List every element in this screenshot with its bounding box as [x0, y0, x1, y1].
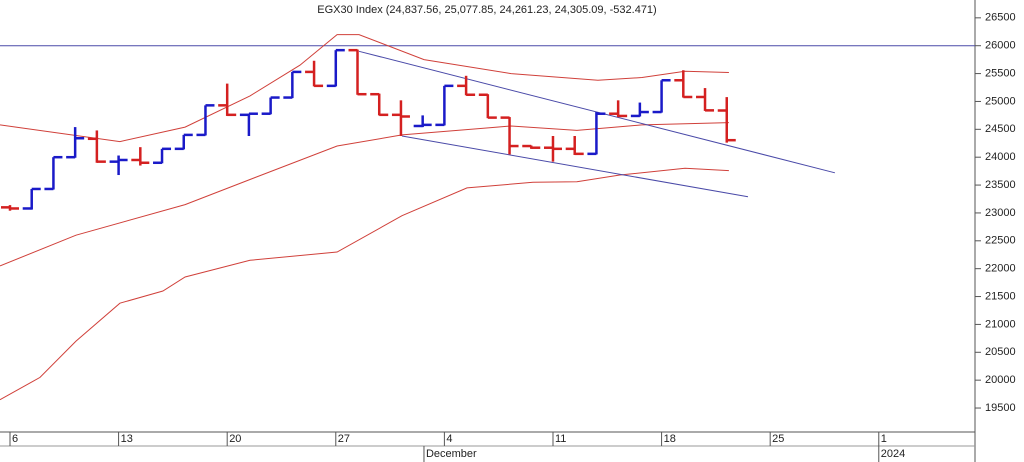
y-tick-label: 19500	[985, 402, 1016, 414]
x-tick-label: 6	[12, 433, 18, 445]
band-line	[0, 167, 729, 401]
y-tick-label: 24000	[985, 151, 1016, 163]
band-line	[0, 122, 729, 267]
y-tick-label: 20500	[985, 346, 1016, 358]
band-line	[0, 34, 729, 143]
x-tick-label: 27	[338, 433, 350, 445]
x-tick-label: 4	[446, 433, 452, 445]
x-tick-label: 1	[881, 433, 887, 445]
month-label: December	[426, 448, 477, 460]
y-tick-label: 23500	[985, 179, 1016, 191]
x-tick-label: 13	[121, 433, 133, 445]
y-tick-label: 25500	[985, 67, 1016, 79]
x-tick-label: 18	[664, 433, 676, 445]
y-tick-label: 20000	[985, 374, 1016, 386]
x-tick-label: 20	[229, 433, 241, 445]
x-tick-label: 25	[772, 433, 784, 445]
y-tick-label: 25000	[985, 95, 1016, 107]
month-label: 2024	[881, 448, 905, 460]
y-tick-label: 22500	[985, 235, 1016, 247]
y-tick-label: 24500	[985, 123, 1016, 135]
y-tick-label: 26000	[985, 40, 1016, 52]
y-tick-label: 21000	[985, 318, 1016, 330]
trend-line	[401, 135, 749, 198]
x-tick-label: 11	[555, 433, 566, 445]
chart-title: EGX30 Index (24,837.56, 25,077.85, 24,26…	[317, 4, 656, 16]
y-tick-label: 26500	[985, 12, 1016, 24]
y-tick-label: 22000	[985, 263, 1016, 275]
y-tick-label: 23000	[985, 207, 1016, 219]
y-tick-label: 21500	[985, 290, 1016, 302]
